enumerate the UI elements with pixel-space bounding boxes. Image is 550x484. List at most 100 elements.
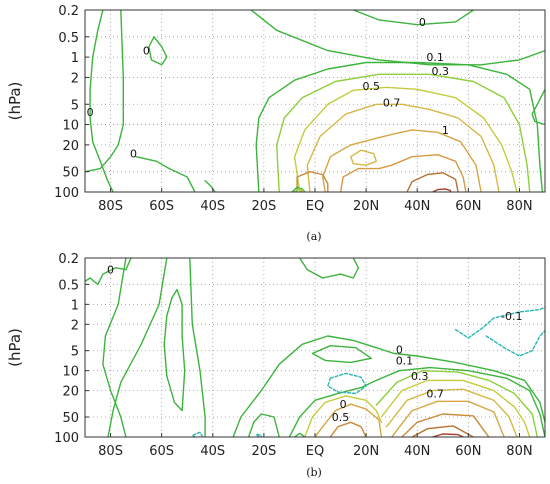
- contour-lines: [85, 258, 545, 437]
- contour-line: [299, 189, 305, 192]
- contour-line: [296, 170, 329, 192]
- x-tick-label: 60N: [455, 199, 481, 214]
- x-tick-label: 20N: [353, 444, 379, 459]
- contour-line: [299, 258, 360, 279]
- gridlines: [85, 10, 545, 192]
- contour-line: [431, 188, 452, 192]
- y-tick-label: 5: [71, 98, 79, 113]
- contour-label: 0: [107, 264, 114, 277]
- contour-line: [293, 432, 306, 437]
- contour-label: -0.1: [501, 310, 522, 323]
- x-tick-label: 80S: [98, 199, 123, 214]
- contour-label: 0: [143, 45, 150, 58]
- contour-line: [375, 370, 538, 437]
- x-tick-label: 20N: [353, 199, 379, 214]
- y-tick-label: 20: [62, 385, 79, 400]
- y-tick-label: 0.2: [58, 252, 79, 267]
- contour-label: 0.3: [431, 65, 449, 78]
- contour-label: 0.7: [383, 96, 401, 109]
- y-tick-label: 0.5: [58, 278, 79, 293]
- contour-line: [311, 345, 372, 364]
- contour-line: [85, 10, 125, 173]
- panel-caption: (b): [306, 466, 322, 479]
- contour-line: [102, 258, 127, 437]
- contour-line: [204, 179, 217, 192]
- contour-label: 0.5: [332, 411, 350, 424]
- y-tick-label: 5: [71, 345, 79, 360]
- contour-line: [339, 153, 467, 192]
- contour-label: 0: [419, 16, 426, 29]
- x-tick-label: 40N: [404, 199, 430, 214]
- x-tick-label: 40S: [200, 199, 225, 214]
- contour-label: 0.1: [396, 354, 414, 367]
- contour-line: [380, 379, 531, 437]
- negative-contour-line: [485, 330, 545, 357]
- y-tick-label: 100: [54, 431, 79, 446]
- y-tick-label: 0.2: [58, 4, 79, 19]
- y-axis-title: (hPa): [6, 328, 24, 367]
- y-tick-label: 100: [54, 186, 79, 201]
- contour-line: [89, 10, 114, 192]
- x-tick-label: 20S: [251, 199, 276, 214]
- y-tick-label: 10: [62, 119, 79, 134]
- contour-line: [352, 10, 475, 26]
- contour-line: [531, 88, 545, 126]
- contour-line: [406, 172, 459, 192]
- contour-line: [304, 395, 383, 437]
- contour-line: [288, 366, 545, 437]
- y-tick-label: 50: [62, 166, 79, 181]
- contour-label: 0.3: [411, 370, 429, 383]
- contour-lines: [85, 10, 545, 192]
- x-tick-label: 40N: [404, 444, 430, 459]
- contour-line: [163, 288, 186, 412]
- y-tick-label: 50: [62, 411, 79, 426]
- contour-line: [293, 86, 518, 192]
- contour-line: [148, 36, 168, 66]
- contour-line: [385, 388, 518, 437]
- y-tick-label: 2: [71, 71, 79, 86]
- contour-line: [391, 400, 505, 437]
- y-tick-label: 1: [71, 51, 79, 66]
- contour-line: [431, 433, 464, 437]
- contour-line: [314, 403, 383, 437]
- contour-label: 1: [442, 124, 449, 137]
- y-tick-label: 0.5: [58, 31, 79, 46]
- panel-caption: (a): [306, 230, 321, 243]
- negative-contour-line: [191, 431, 204, 437]
- negative-contour-line: [255, 433, 262, 437]
- x-tick-label: 40S: [200, 444, 225, 459]
- contour-line: [250, 10, 545, 66]
- x-tick-label: 80S: [98, 444, 123, 459]
- contour-line: [350, 149, 377, 166]
- contour-line: [322, 129, 482, 192]
- y-axis-title: (hPa): [6, 82, 24, 121]
- y-tick-label: 1: [71, 298, 79, 313]
- contour-line: [276, 73, 531, 192]
- y-tick-label: 2: [71, 318, 79, 333]
- x-tick-label: EQ: [306, 199, 324, 214]
- contour-line: [255, 61, 544, 192]
- x-tick-label: 60N: [455, 444, 481, 459]
- contour-line: [232, 335, 545, 437]
- x-tick-label: 20S: [251, 444, 276, 459]
- x-tick-label: 60S: [149, 199, 174, 214]
- negative-contour-line: [327, 372, 367, 395]
- contour-line: [85, 258, 132, 286]
- x-tick-label: 80N: [506, 199, 532, 214]
- gridlines: [85, 258, 545, 437]
- contour-line: [135, 155, 196, 192]
- contour-line: [189, 258, 206, 437]
- y-tick-label: 10: [62, 365, 79, 380]
- contour-line: [401, 413, 490, 437]
- contour-line: [306, 103, 500, 192]
- contour-label: 0.1: [426, 51, 444, 64]
- contour-label: 0.5: [362, 80, 380, 93]
- contour-line: [107, 258, 168, 437]
- contour-label: 0: [87, 106, 94, 119]
- x-tick-label: EQ: [306, 444, 324, 459]
- x-tick-label: 80N: [506, 444, 532, 459]
- contour-label: 0: [340, 398, 347, 411]
